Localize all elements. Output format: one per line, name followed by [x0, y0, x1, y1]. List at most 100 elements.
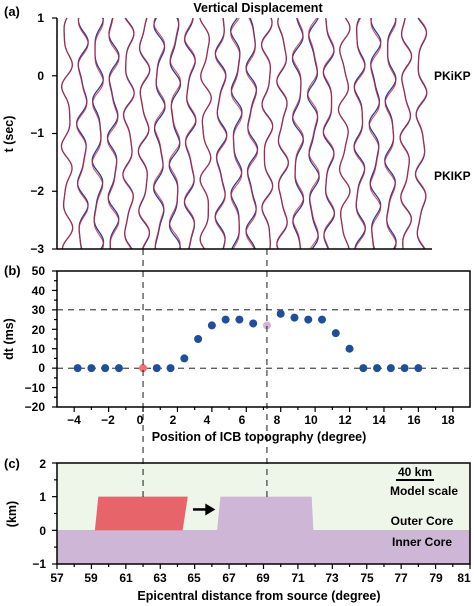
outer-core-label: Outer Core — [391, 514, 454, 528]
c-xtick-label: 61 — [119, 571, 133, 585]
arrow-right-icon — [192, 503, 216, 516]
b-xtick-label: 4 — [204, 413, 211, 427]
phase-label-pkikp: PKIKP — [434, 169, 471, 183]
data-point — [386, 364, 395, 373]
data-point — [114, 364, 123, 373]
c-ytick-label: 0 — [39, 524, 46, 538]
waveform-trace — [60, 17, 74, 250]
waveform-trace — [107, 17, 120, 250]
b-xtick-label: 10 — [304, 413, 318, 427]
vertical-guide-lines — [142, 249, 268, 498]
waveform-traces — [60, 17, 428, 250]
b-ytick-label: 30 — [32, 303, 46, 317]
c-xtick-label: 63 — [153, 571, 167, 585]
waveform-trace — [368, 17, 382, 250]
scale-bar-caption: Model scale — [390, 484, 458, 498]
b-ytick-label: 10 — [32, 342, 46, 356]
b-ytick-label: 20 — [32, 323, 46, 337]
data-point — [166, 364, 175, 373]
c-xtick-label: 59 — [84, 571, 98, 585]
data-point — [101, 364, 110, 373]
b-xtick-label: 6 — [239, 413, 246, 427]
waveform-trace — [153, 17, 166, 250]
b-ytick-label: 0 — [38, 361, 45, 375]
b-x-axis-label: Position of ICB topography (degree) — [152, 430, 367, 444]
c-y-axis-label: (km) — [5, 501, 19, 527]
waveform-trace — [137, 17, 151, 250]
c-xtick-label: 69 — [256, 571, 270, 585]
waveform-trace — [399, 17, 413, 250]
c-xtick-label: 73 — [325, 571, 339, 585]
inner-core-region — [57, 530, 470, 564]
b-y-axis-label: dt (ms) — [2, 318, 16, 360]
data-point — [276, 309, 285, 318]
b-xtick-label: 8 — [274, 413, 281, 427]
inner-core-label: Inner Core — [392, 535, 452, 549]
topography-shape — [217, 496, 314, 531]
b-xtick-label: 0 — [137, 413, 144, 427]
waveform-trace — [322, 17, 336, 250]
waveform-trace — [276, 17, 289, 250]
phase-label-pkikp-inner: PKiKP — [434, 69, 471, 83]
data-point — [345, 344, 354, 353]
waveform-trace — [414, 17, 428, 250]
panel-b-ticks — [52, 270, 454, 412]
data-point — [87, 364, 96, 373]
waveform-trace — [183, 17, 197, 250]
b-ytick-label: 40 — [32, 284, 46, 298]
data-point — [262, 321, 271, 330]
waveform-trace — [322, 17, 335, 250]
waveform-trace — [384, 17, 397, 250]
waveform-trace — [199, 17, 212, 250]
data-point — [318, 315, 327, 324]
panel-c-x-tick-labels: 57 59 61 63 65 67 69 71 73 75 77 79 81 — [50, 571, 471, 585]
waveform-trace — [183, 17, 197, 250]
data-point — [304, 315, 313, 324]
panel-b-points — [73, 309, 423, 373]
b-ytick-label: −20 — [25, 400, 46, 414]
data-point — [73, 364, 82, 373]
waveform-trace — [245, 17, 259, 250]
c-ytick-label: 2 — [39, 457, 46, 471]
b-xtick-label: 14 — [372, 413, 386, 427]
b-xtick-label: −4 — [67, 413, 81, 427]
waveform-trace — [291, 17, 305, 250]
panel-b-x-tick-labels: −4 −2 0 2 4 6 8 10 12 14 16 18 — [67, 413, 455, 427]
b-xtick-label: −2 — [101, 413, 115, 427]
panel-b-y-tick-labels: 50 40 30 20 10 0 −10 −20 — [25, 264, 46, 414]
waveform-trace — [168, 17, 182, 250]
c-xtick-label: 79 — [429, 571, 443, 585]
panel-c-ticks — [52, 462, 471, 569]
waveform-trace — [214, 17, 228, 250]
data-point — [139, 364, 148, 373]
scale-bar-value: 40 km — [398, 465, 432, 479]
panel-label-b: (b) — [4, 263, 21, 278]
waveform-trace — [337, 17, 351, 250]
data-point — [207, 321, 216, 330]
data-point — [152, 364, 161, 373]
waveform-trace — [384, 17, 397, 250]
waveform-trace — [276, 17, 289, 250]
waveform-trace — [91, 17, 105, 250]
waveform-trace — [353, 17, 366, 250]
data-point — [180, 354, 189, 363]
waveform-trace — [122, 17, 135, 250]
waveform-trace — [368, 17, 382, 250]
waveform-trace — [214, 17, 228, 250]
data-point — [400, 364, 409, 373]
waveform-trace — [153, 17, 166, 250]
panel-b-reference-lines — [57, 309, 470, 369]
a-ytick-label: −1 — [30, 126, 44, 140]
b-xtick-label: 12 — [338, 413, 352, 427]
c-xtick-label: 81 — [457, 571, 471, 585]
b-xtick-label: 2 — [170, 413, 177, 427]
a-ytick-label: −2 — [30, 184, 44, 198]
data-point — [290, 313, 299, 322]
topography-shapes — [94, 496, 314, 531]
panel-b-frame — [56, 270, 471, 408]
waveform-trace — [168, 17, 181, 250]
b-ytick-label: −10 — [25, 381, 46, 395]
data-point — [331, 329, 340, 338]
a-y-axis-label: t (sec) — [2, 116, 16, 153]
waveform-trace — [230, 17, 243, 250]
